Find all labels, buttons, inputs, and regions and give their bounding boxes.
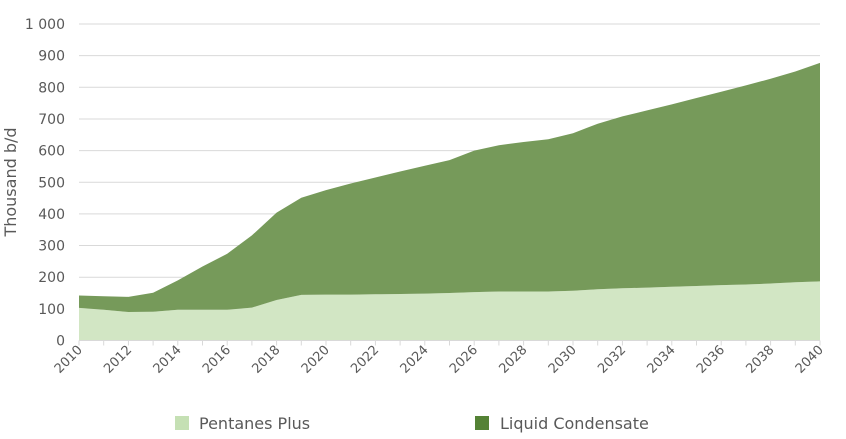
x-tick-label: 2040 xyxy=(793,343,827,377)
x-tick-label: 2012 xyxy=(101,343,135,377)
y-tick-label: 100 xyxy=(38,302,65,318)
x-tick-label: 2030 xyxy=(546,343,580,377)
x-tick-label: 2022 xyxy=(348,343,382,377)
x-tick-label: 2028 xyxy=(496,343,530,377)
y-tick-label: 800 xyxy=(38,80,65,96)
y-axis-label: Thousand b/d xyxy=(1,127,20,237)
y-tick-label: 200 xyxy=(38,270,65,286)
y-tick-label: 700 xyxy=(38,112,65,128)
x-tick-label: 2020 xyxy=(299,343,333,377)
x-tick-label: 2014 xyxy=(151,343,185,377)
y-axis: 0 100 200 300 400 500 600 700 800 900 1 000 xyxy=(25,17,65,350)
legend-label-pentanes-plus: Pentanes Plus xyxy=(199,414,310,433)
y-tick-label: 600 xyxy=(38,144,65,160)
area-liquid-condensate xyxy=(79,62,820,313)
x-tick-label: 2016 xyxy=(200,343,234,377)
y-tick-label: 1 000 xyxy=(25,17,65,33)
x-tick-label: 2026 xyxy=(447,343,481,377)
legend-swatch-pentanes-plus xyxy=(175,416,189,430)
areas xyxy=(79,62,820,341)
x-tick-label: 2032 xyxy=(595,343,629,377)
y-tick-label: 400 xyxy=(38,207,65,223)
y-tick-label: 900 xyxy=(38,49,65,65)
x-tick-label: 2034 xyxy=(645,343,679,377)
x-tick-label: 2018 xyxy=(249,343,283,377)
legend-label-liquid-condensate: Liquid Condensate xyxy=(500,414,649,433)
y-tick-label: 300 xyxy=(38,239,65,255)
y-tick-label: 500 xyxy=(38,175,65,191)
x-tick-label: 2024 xyxy=(398,343,432,377)
y-tick-label: 0 xyxy=(56,334,65,350)
area-pentanes-plus xyxy=(79,281,820,341)
x-tick-label: 2038 xyxy=(743,343,777,377)
x-axis: 2010 2012 2014 2016 2018 2020 2022 2024 2026 2028… xyxy=(52,340,827,377)
legend-swatch-liquid-condensate xyxy=(475,416,489,430)
x-tick-label: 2036 xyxy=(694,343,728,377)
legend: Pentanes Plus Liquid Condensate xyxy=(175,414,649,433)
